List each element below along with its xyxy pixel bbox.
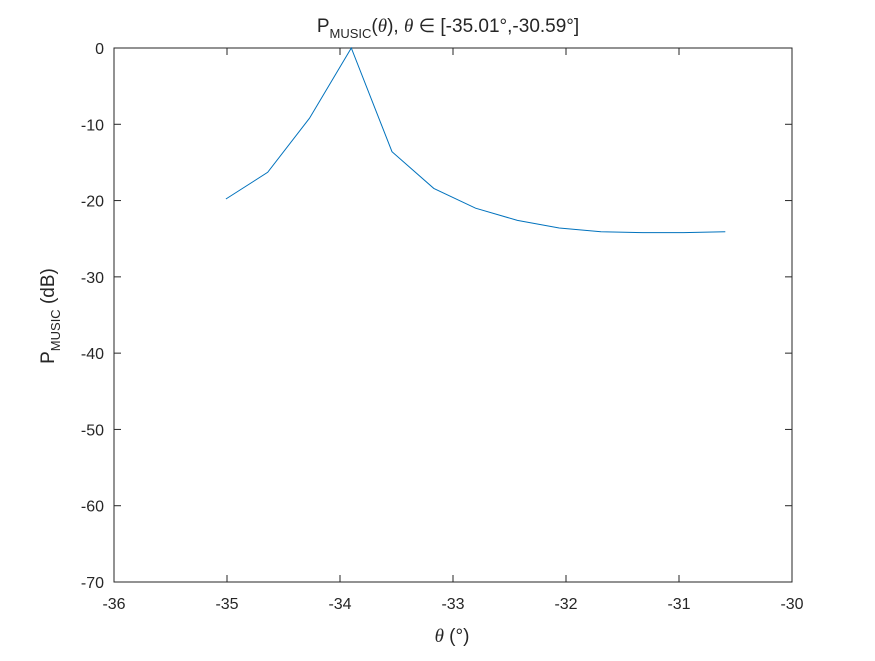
x-tick-label: -30	[780, 596, 803, 613]
y-tick-label: -70	[81, 575, 104, 592]
title-open-paren: (	[371, 16, 378, 37]
chart-title: PMUSIC(θ), θ ∈ [-35.01°,-30.59°]	[317, 16, 579, 41]
x-tick-label: -33	[441, 596, 464, 613]
title-element-of: ∈	[413, 16, 440, 37]
x-tick-label: -34	[328, 596, 351, 613]
title-subscript: MUSIC	[330, 26, 372, 41]
y-tick-label: -50	[81, 422, 104, 439]
y-axis-label-suffix: (dB)	[38, 268, 59, 309]
title-prefix: P	[317, 16, 330, 37]
y-axis-label-subscript: MUSIC	[48, 309, 63, 351]
y-axis-label: PMUSIC (dB)	[38, 268, 63, 364]
title-after-theta: ),	[387, 16, 404, 37]
plot-area: -36 -35 -34 -33 -32 -31 -30 0 -10 -20 -30 -40 -50 -60…	[81, 41, 804, 613]
x-tick-label: -36	[102, 596, 125, 613]
y-tick-label: 0	[95, 41, 104, 58]
title-theta: θ	[378, 16, 387, 37]
x-tick-label: -31	[667, 596, 690, 613]
axes-box	[113, 47, 793, 583]
y-tick-label: -40	[81, 346, 104, 363]
y-tick-label: -30	[81, 270, 104, 287]
x-axis-label: θ (°)	[435, 626, 470, 647]
series-line	[225, 46, 726, 234]
x-axis-label-unit: (°)	[444, 626, 470, 647]
y-tick-label: -20	[81, 194, 104, 211]
y-tick-label: -10	[81, 117, 104, 134]
x-tick-label: -35	[215, 596, 238, 613]
y-axis-label-prefix: P	[38, 351, 59, 364]
y-tick-label: -60	[81, 499, 104, 516]
title-theta-2: θ	[404, 16, 413, 37]
title-range: [-35.01°,-30.59°]	[440, 16, 579, 37]
x-axis-label-symbol: θ	[435, 626, 444, 647]
x-tick-label: -32	[554, 596, 577, 613]
